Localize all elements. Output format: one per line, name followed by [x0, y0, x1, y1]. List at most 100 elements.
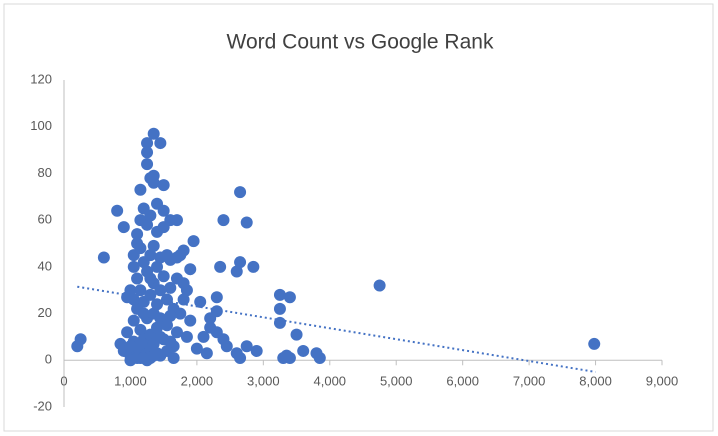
point [144, 249, 157, 262]
x-tick-label: 1,000 [114, 374, 147, 389]
x-tick-label: 6,000 [446, 374, 479, 389]
point [134, 337, 147, 350]
y-tick-label: 60 [38, 212, 52, 227]
x-tick-label: 0 [60, 374, 67, 389]
point [170, 272, 183, 285]
point [214, 260, 227, 273]
x-tick-label: 7,000 [513, 374, 546, 389]
y-tick-label: 20 [38, 305, 52, 320]
point [141, 158, 154, 171]
point [273, 316, 286, 329]
point [273, 288, 286, 301]
point [250, 344, 263, 357]
point [230, 347, 243, 360]
point [134, 242, 147, 255]
point [151, 298, 164, 311]
point [144, 209, 157, 222]
point [194, 295, 207, 308]
x-tick-label: 9,000 [646, 374, 679, 389]
point [137, 307, 150, 320]
y-tick-label: 100 [30, 118, 52, 133]
point [280, 349, 293, 362]
point [164, 253, 177, 266]
point [180, 330, 193, 343]
point [217, 214, 230, 227]
point [273, 302, 286, 315]
point [144, 272, 157, 285]
point [97, 251, 110, 264]
point [234, 186, 247, 199]
point [147, 349, 160, 362]
chart-title: Word Count vs Google Rank [227, 31, 494, 54]
point [134, 284, 147, 297]
point [177, 293, 190, 306]
point [154, 330, 167, 343]
point [111, 204, 124, 217]
y-tick-label: 0 [45, 352, 52, 367]
y-tick-label: 40 [38, 258, 52, 273]
point [160, 293, 173, 306]
point [588, 337, 601, 350]
x-tick-label: 2,000 [181, 374, 214, 389]
y-tick-label: 120 [30, 71, 52, 86]
y-tick-label: -20 [33, 398, 52, 413]
point [147, 127, 160, 140]
point [190, 342, 203, 355]
point [74, 333, 87, 346]
point [184, 314, 197, 327]
point [164, 214, 177, 227]
y-tick-label: 80 [38, 165, 52, 180]
point [134, 323, 147, 336]
point [297, 344, 310, 357]
point [117, 221, 130, 234]
point [151, 260, 164, 273]
point [200, 347, 213, 360]
point [157, 204, 170, 217]
point [127, 314, 140, 327]
point [124, 340, 137, 353]
point [373, 279, 386, 292]
point [230, 265, 243, 278]
point [127, 260, 140, 273]
point [154, 284, 167, 297]
point [147, 176, 160, 189]
point [247, 260, 260, 273]
point [131, 228, 144, 241]
point [147, 239, 160, 252]
point [164, 335, 177, 348]
point [151, 321, 164, 334]
point [164, 281, 177, 294]
point [204, 321, 217, 334]
point [157, 179, 170, 192]
point [184, 263, 197, 276]
point [157, 270, 170, 283]
point [131, 272, 144, 285]
point [121, 326, 134, 339]
point [290, 328, 303, 341]
point [204, 312, 217, 325]
point [141, 137, 154, 150]
point [124, 284, 137, 297]
point [167, 351, 180, 364]
x-tick-label: 3,000 [247, 374, 280, 389]
x-tick-label: 8,000 [579, 374, 612, 389]
point [187, 235, 200, 248]
point [141, 218, 154, 231]
point [210, 291, 223, 304]
point [141, 146, 154, 159]
point [164, 309, 177, 322]
chart-border [3, 3, 714, 432]
point [160, 319, 173, 332]
point [234, 256, 247, 269]
x-tick-label: 4,000 [314, 374, 347, 389]
point [154, 137, 167, 150]
point [240, 216, 253, 229]
point [137, 351, 150, 364]
point [170, 326, 183, 339]
point [197, 330, 210, 343]
x-tick-label: 5,000 [380, 374, 413, 389]
point [310, 347, 323, 360]
point [240, 340, 253, 353]
point [134, 183, 147, 196]
